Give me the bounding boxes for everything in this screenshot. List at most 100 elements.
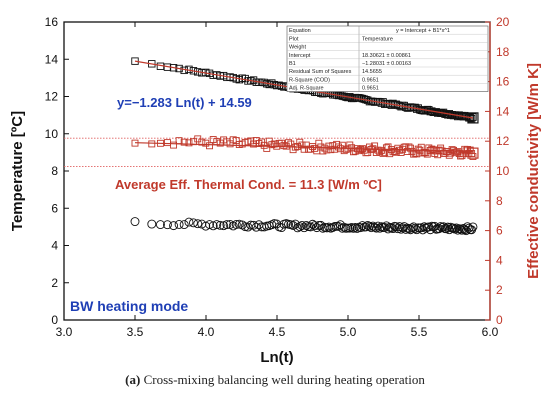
data-point bbox=[339, 222, 349, 232]
x-tick-label: 5.0 bbox=[340, 325, 357, 339]
data-point bbox=[466, 114, 474, 122]
data-point bbox=[350, 223, 360, 232]
data-point bbox=[449, 223, 458, 233]
data-point bbox=[180, 138, 188, 146]
stats-table-value: 0.9651 bbox=[362, 77, 379, 83]
stats-table-value: y = Intercept + B1*x^1 bbox=[396, 28, 450, 34]
x-tick-label: 5.5 bbox=[411, 325, 428, 339]
data-point bbox=[193, 219, 203, 229]
data-point bbox=[179, 220, 189, 230]
data-point bbox=[347, 222, 357, 232]
data-point bbox=[212, 220, 222, 230]
stats-table-key: Weight bbox=[289, 45, 306, 51]
y-left-tick-label: 0 bbox=[51, 313, 58, 327]
y-right-tick-label: 16 bbox=[496, 75, 510, 89]
data-point bbox=[468, 222, 478, 232]
data-point bbox=[263, 144, 271, 152]
stats-table-value: −1.28031 ± 0.00163 bbox=[362, 61, 411, 67]
average-conductivity-label: Average Eff. Thermal Cond. = 11.3 [W/m º… bbox=[115, 177, 382, 192]
x-tick-label: 4.5 bbox=[269, 325, 286, 339]
data-point bbox=[201, 221, 211, 231]
data-point bbox=[295, 222, 305, 232]
y-left-tick-label: 6 bbox=[51, 201, 58, 215]
stats-table-key: B1 bbox=[289, 61, 296, 67]
data-point bbox=[419, 222, 429, 232]
data-series bbox=[130, 57, 479, 236]
data-point bbox=[206, 142, 214, 150]
data-point bbox=[270, 140, 278, 148]
data-point bbox=[461, 226, 471, 236]
data-point bbox=[163, 220, 172, 230]
mode-label: BW heating mode bbox=[70, 298, 188, 314]
fit-equation-label: y=−1.283 Ln(t) + 14.59 bbox=[117, 95, 252, 110]
data-point bbox=[170, 141, 178, 149]
data-point bbox=[164, 139, 171, 147]
data-point bbox=[306, 222, 315, 232]
data-point bbox=[237, 220, 247, 230]
data-point bbox=[205, 220, 215, 229]
data-point bbox=[460, 225, 470, 235]
data-point bbox=[443, 222, 453, 232]
y-right-tick-label: 2 bbox=[496, 283, 503, 297]
y-left-tick-label: 10 bbox=[45, 127, 59, 141]
data-point bbox=[184, 217, 194, 227]
data-point bbox=[174, 220, 184, 229]
data-point bbox=[469, 153, 477, 160]
data-point bbox=[349, 223, 358, 233]
data-point bbox=[361, 222, 371, 232]
data-point bbox=[147, 219, 157, 229]
data-point bbox=[401, 224, 411, 234]
stats-table-key: R-Square (COD) bbox=[289, 77, 330, 83]
stats-table-value: 18.30621 ± 0.00861 bbox=[362, 53, 411, 59]
data-point bbox=[466, 146, 474, 154]
fit-stats-table: Equation y = Intercept + B1*x^1 Plot Temper… bbox=[286, 25, 489, 92]
stats-table-key: Adj. R-Square bbox=[289, 86, 324, 92]
x-tick-label: 3.5 bbox=[127, 325, 144, 339]
data-point bbox=[439, 222, 448, 232]
x-tick-label: 6.0 bbox=[482, 325, 499, 339]
y-right-tick-label: 12 bbox=[496, 134, 510, 148]
data-point bbox=[215, 220, 225, 230]
y-right-tick-label: 4 bbox=[496, 253, 503, 267]
data-point bbox=[323, 146, 331, 154]
data-point bbox=[464, 223, 474, 233]
figure-caption: (a) Cross-mixing balancing well during h… bbox=[0, 372, 550, 388]
stats-table-value: 0.9651 bbox=[362, 86, 379, 92]
stats-table-key: Plot bbox=[289, 36, 299, 42]
average-line bbox=[134, 142, 473, 153]
data-point bbox=[208, 221, 218, 231]
x-tick-label: 3.0 bbox=[56, 325, 73, 339]
chart-figure: 3.0 3.5 4.0 4.5 5.0 5.5 6.0 0 2 4 6 8 10 12 14 16 0 2 4 6… bbox=[9, 15, 542, 366]
stats-table-value: 14.5655 bbox=[362, 69, 382, 75]
data-point-end bbox=[467, 147, 479, 159]
y-left-tick-label: 8 bbox=[51, 164, 58, 178]
data-point bbox=[298, 141, 306, 149]
y-right-tick-label: 8 bbox=[496, 194, 503, 208]
y-left-tick-label: 12 bbox=[45, 90, 59, 104]
data-point bbox=[268, 141, 276, 149]
y-right-tick-label: 20 bbox=[496, 15, 510, 29]
data-point bbox=[335, 143, 342, 151]
data-point bbox=[310, 221, 320, 231]
y-right-tick-label: 0 bbox=[496, 313, 503, 327]
series-3 bbox=[130, 217, 478, 236]
stats-table-value: Temperature bbox=[362, 36, 393, 42]
data-point bbox=[148, 140, 156, 148]
y-right-axis-ticks: 0 2 4 6 8 10 12 14 16 18 20 bbox=[485, 15, 510, 327]
reference-lines bbox=[64, 137, 490, 167]
y-right-tick-label: 10 bbox=[496, 164, 510, 178]
data-point bbox=[366, 223, 376, 233]
data-point bbox=[364, 221, 374, 231]
data-point bbox=[240, 222, 250, 232]
data-point bbox=[365, 143, 373, 151]
x-axis-label: Ln(t) bbox=[260, 349, 293, 366]
y-right-tick-label: 14 bbox=[496, 104, 510, 118]
y-right-tick-label: 18 bbox=[496, 45, 510, 59]
data-point bbox=[342, 145, 350, 153]
y-left-tick-label: 16 bbox=[45, 15, 59, 29]
data-point bbox=[213, 138, 221, 146]
x-tick-label: 4.0 bbox=[198, 325, 215, 339]
data-point bbox=[327, 146, 335, 154]
data-point bbox=[209, 136, 217, 143]
data-point bbox=[185, 139, 193, 147]
